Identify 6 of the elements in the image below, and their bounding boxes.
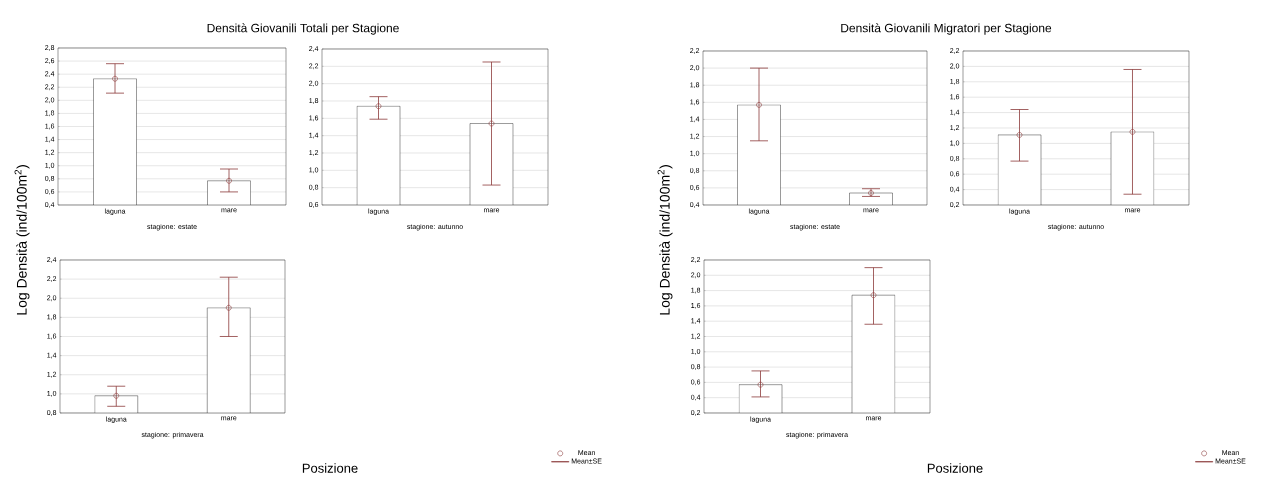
text: Posizione xyxy=(302,463,358,473)
chart-title: Densità Giovanili Totali per Stagione xyxy=(207,23,399,35)
chart-title: Densità Giovanili Migratori per Stagione xyxy=(841,23,1052,35)
y-axis-title: Log Densità (ind/100m$^{2}$) xyxy=(657,165,673,315)
text: Posizione xyxy=(927,463,983,473)
y-axis-title: Log Densità (ind/100m$^{2}$) xyxy=(14,165,30,315)
